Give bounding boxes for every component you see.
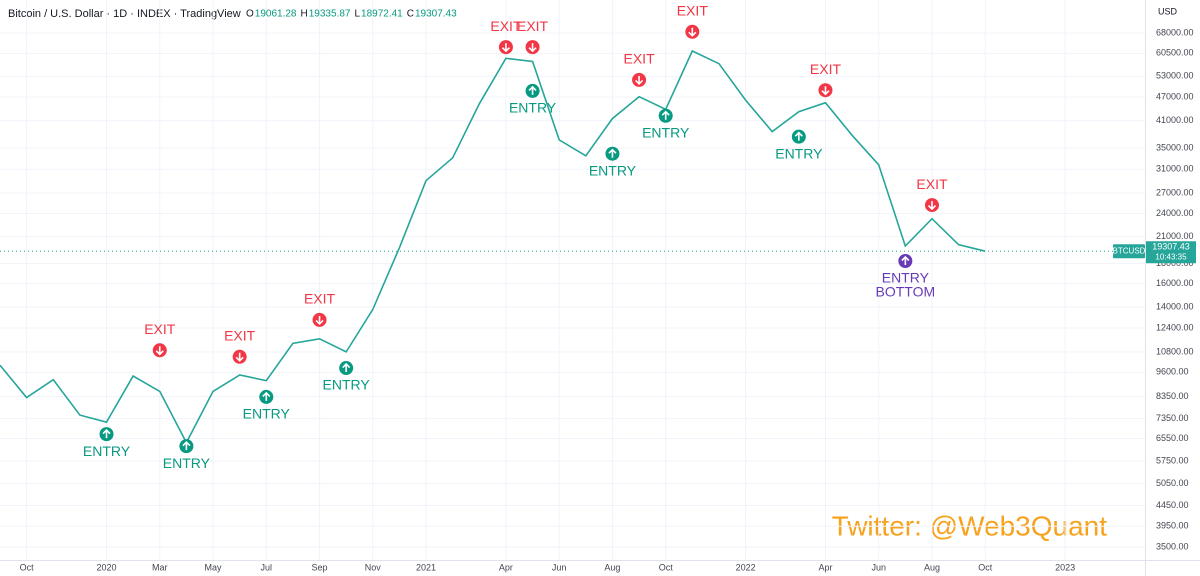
x-tick-label: Apr: [499, 562, 513, 572]
y-tick-label: 21000.00: [1156, 231, 1194, 241]
y-tick-label: 9600.00: [1156, 367, 1189, 377]
y-tick-label: 24000.00: [1156, 208, 1194, 218]
signal-label: EXIT: [916, 176, 948, 192]
y-tick-label: 5750.00: [1156, 456, 1189, 466]
x-tick-label: 2022: [736, 562, 756, 572]
ohlc-value: 19335.87: [309, 9, 351, 20]
signal-label: EXIT: [144, 321, 176, 337]
signal-arrow: [635, 75, 644, 86]
signal-label: EXIT: [810, 61, 842, 77]
signal-arrow: [315, 315, 324, 326]
x-tick-label: Sep: [312, 562, 328, 572]
signal-label: ENTRY: [323, 377, 371, 393]
signal-label: ENTRY: [509, 100, 557, 116]
y-tick-label: 31000.00: [1156, 164, 1194, 174]
signal-label: EXIT: [490, 18, 522, 34]
signal-arrow: [528, 43, 537, 53]
ohlc-key: C: [407, 9, 414, 20]
signal-label: ENTRY: [243, 406, 291, 422]
y-tick-label: 3500.00: [1156, 542, 1189, 552]
ohlc-key: O: [246, 9, 254, 20]
signal-arrow: [688, 27, 697, 37]
signal-arrow: [821, 86, 830, 96]
symbol-label: BTCUSD: [1113, 246, 1146, 255]
price-tag: [1146, 241, 1196, 264]
signal-arrow: [342, 362, 351, 373]
signal-label: ENTRY: [589, 162, 637, 178]
signal-arrow: [102, 428, 111, 439]
signal-arrow: [927, 201, 937, 211]
signal-label: ENTRY: [163, 455, 211, 471]
y-tick-label: 8350.00: [1156, 391, 1189, 401]
y-tick-label: 14000.00: [1156, 301, 1194, 311]
x-tick-label: Apr: [818, 562, 832, 572]
x-tick-label: Aug: [924, 562, 940, 572]
y-tick-label: 27000.00: [1156, 188, 1194, 198]
countdown-label: 10:43:35: [1155, 252, 1187, 261]
y-tick-label: 12400.00: [1156, 322, 1194, 332]
y-tick-label: 10800.00: [1156, 346, 1194, 356]
y-tick-label: 53000.00: [1156, 71, 1194, 81]
ohlc-value: 19307.43: [415, 9, 457, 20]
signal-label: EXIT: [517, 18, 549, 34]
signal-arrow: [262, 391, 271, 401]
signal-label: ENTRY: [83, 443, 131, 459]
y-tick-label: 16000.00: [1156, 278, 1194, 288]
x-tick-label: Oct: [659, 562, 674, 572]
x-tick-label: 2021: [416, 562, 436, 572]
y-tick-label: 3950.00: [1156, 521, 1189, 531]
signal-label: ENTRY: [642, 124, 690, 140]
y-tick-label: 41000.00: [1156, 115, 1194, 125]
y-tick-label: 60500.00: [1156, 48, 1194, 58]
ohlc-key: L: [354, 9, 360, 20]
y-tick-label: 68000.00: [1156, 27, 1194, 37]
x-tick-label: Mar: [152, 562, 168, 572]
x-tick-label: Oct: [20, 562, 35, 572]
signal-sublabel: BOTTOM: [876, 284, 936, 300]
signal-arrow: [528, 85, 537, 95]
x-tick-label: 2023: [1055, 562, 1075, 572]
x-tick-label: Aug: [604, 562, 620, 572]
signal-arrow: [794, 131, 803, 141]
chart-title: Bitcoin / U.S. Dollar · 1D · INDEX · Tra…: [8, 8, 241, 20]
symbol-tag: [1113, 244, 1145, 259]
x-tick-label: Jun: [871, 562, 886, 572]
ohlc-value: 19061.28: [255, 9, 297, 20]
x-tick-label: Jun: [552, 562, 567, 572]
x-tick-label: Oct: [978, 562, 993, 572]
signal-arrow: [235, 352, 244, 362]
signal-label: ENTRY: [882, 270, 930, 286]
signal-arrow: [901, 255, 910, 265]
signal-label: EXIT: [624, 51, 656, 67]
ohlc-key: H: [301, 9, 308, 20]
signal-label: EXIT: [677, 3, 709, 19]
axis: 3500.00 3950.00 4450.00 5050.00 5750.00 6550.…: [20, 27, 1194, 572]
signal-label: EXIT: [224, 327, 256, 343]
signal-arrow: [661, 110, 670, 120]
signal-arrow: [501, 43, 510, 53]
y-tick-label: 6550.00: [1156, 433, 1189, 443]
y-tick-label: 35000.00: [1156, 143, 1194, 153]
y-tick-label: 7350.00: [1156, 413, 1189, 423]
signal-label: EXIT: [304, 291, 336, 307]
currency[interactable]: USD: [1158, 6, 1178, 16]
price-line: [0, 49, 986, 445]
signal-label: ENTRY: [775, 145, 823, 161]
signal-arrow: [155, 346, 164, 356]
ohlc-value: 18972.41: [361, 9, 403, 20]
signal-arrow: [182, 441, 191, 451]
x-tick-label: May: [205, 562, 223, 572]
x-tick-label: 2020: [96, 562, 116, 572]
y-tick-label: 4450.00: [1156, 500, 1189, 510]
grid: [0, 0, 1145, 560]
x-tick-label: Jul: [261, 562, 273, 572]
y-tick-label: 5050.00: [1156, 478, 1189, 488]
signal-arrow: [608, 148, 617, 158]
x-tick-label: Nov: [365, 562, 382, 572]
y-tick-label: 47000.00: [1156, 91, 1194, 101]
last-price-label: 19307.43: [1152, 242, 1190, 252]
